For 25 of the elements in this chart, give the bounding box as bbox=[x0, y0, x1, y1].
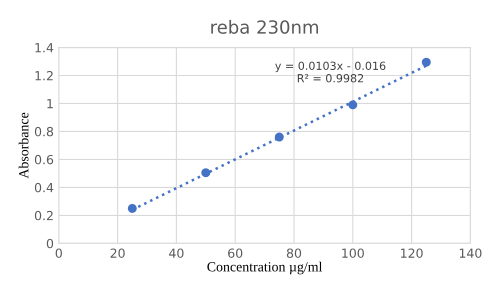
point bbox=[201, 168, 210, 178]
annotation: y = 0.0103x - 0.016 R² = 0.9982 bbox=[275, 62, 386, 82]
x-axis-title: Concentration µg/ml bbox=[207, 262, 322, 274]
y-tick-label: 1.4 bbox=[35, 43, 54, 52]
y-tick-label: 0.6 bbox=[34, 154, 54, 164]
y-tick-label: 0.2 bbox=[34, 210, 53, 220]
y-tick-label: 0 bbox=[46, 238, 54, 248]
chart-title: reba 230nm bbox=[211, 20, 318, 34]
x-tick-label: 80 bbox=[286, 248, 302, 258]
x-tick-label: 20 bbox=[110, 248, 125, 258]
point bbox=[348, 100, 358, 110]
y-tick-label: 0.8 bbox=[34, 126, 54, 136]
y-tick-label: 0.4 bbox=[34, 182, 54, 192]
point bbox=[422, 58, 431, 67]
y-axis-title: Absorbance bbox=[18, 112, 28, 178]
x-tick-label: 0 bbox=[56, 248, 62, 258]
point bbox=[128, 204, 137, 213]
x-tick-label: 120 bbox=[401, 248, 423, 258]
x-tick-label: 100 bbox=[342, 248, 364, 258]
x-tick-label: 40 bbox=[169, 248, 184, 258]
x-tick-label: 60 bbox=[228, 248, 242, 258]
y-tick-label: 1 bbox=[47, 99, 53, 108]
point bbox=[274, 132, 284, 142]
y-tick-label: 1.2 bbox=[35, 70, 53, 80]
x-tick-label: 140 bbox=[460, 248, 482, 258]
